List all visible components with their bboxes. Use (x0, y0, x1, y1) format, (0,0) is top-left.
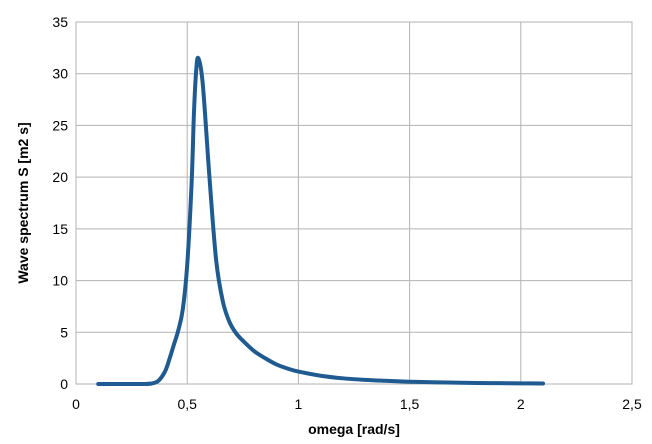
x-tick-label: 0 (72, 396, 80, 412)
x-tick-label: 2,5 (622, 396, 642, 412)
grid-lines (76, 22, 632, 384)
series-line (98, 58, 543, 384)
y-tick-label: 15 (52, 221, 68, 237)
y-tick-label: 20 (52, 169, 68, 185)
x-axis-ticks: 0 0,5 1 1,5 2 2,5 (72, 396, 642, 412)
y-axis-ticks: 0 5 10 15 20 25 30 35 (52, 14, 68, 392)
x-tick-label: 1,5 (400, 396, 420, 412)
y-axis-label: Wave spectrum S [m2 s] (15, 122, 31, 283)
y-tick-label: 35 (52, 14, 68, 30)
y-tick-label: 10 (52, 273, 68, 289)
x-tick-label: 0,5 (177, 396, 197, 412)
y-tick-label: 5 (60, 324, 68, 340)
plot-frame (76, 22, 632, 384)
y-tick-label: 25 (52, 117, 68, 133)
y-tick-label: 30 (52, 66, 68, 82)
y-tick-label: 0 (60, 376, 68, 392)
x-tick-label: 1 (295, 396, 303, 412)
x-tick-label: 2 (517, 396, 525, 412)
x-axis-label: omega [rad/s] (308, 421, 400, 437)
